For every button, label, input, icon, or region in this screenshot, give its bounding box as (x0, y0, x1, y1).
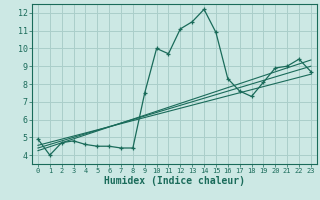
X-axis label: Humidex (Indice chaleur): Humidex (Indice chaleur) (104, 176, 245, 186)
